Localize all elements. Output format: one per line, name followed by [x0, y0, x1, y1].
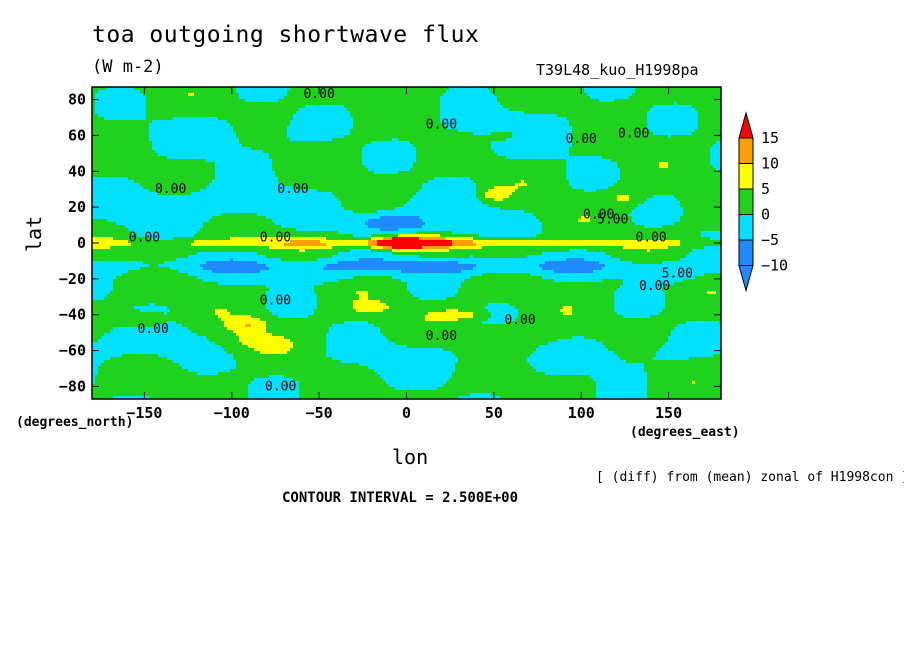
colorbar-label: −5 [761, 231, 779, 249]
run-label: T39L48_kuo_H1998pa [536, 61, 699, 79]
contour-label: 0.00 [426, 329, 457, 344]
colorbar-segment [738, 265, 754, 293]
y-units-label: (degrees_north) [16, 415, 133, 430]
y-tick-label: 40 [68, 162, 86, 180]
y-tick-label: −40 [59, 306, 86, 324]
x-axis: −150 −100 −50 0 50 100 150 [126, 87, 682, 422]
contour-label: 0.00 [639, 279, 670, 294]
colorbar-segment [738, 239, 754, 266]
chart-units: (W m-2) [92, 57, 164, 77]
contour-labels: 0.000.000.000.000.00 0.000.005.000.00 0.00… [129, 87, 693, 394]
contour-label: 0.00 [277, 182, 308, 197]
colorbar-label: 0 [761, 206, 770, 224]
x-tick-label: 0 [402, 404, 411, 422]
contour-interval: CONTOUR INTERVAL = 2.500E+00 [282, 490, 518, 506]
contour-label: 0.00 [265, 379, 296, 394]
contour-field [92, 87, 721, 399]
contour-label: 0.00 [504, 313, 535, 328]
colorbar-segment [738, 214, 754, 241]
contour-label: 5.00 [662, 266, 693, 281]
contour-label: 0.00 [260, 293, 291, 308]
y-tick-label: 0 [77, 234, 86, 252]
colorbar-segment [738, 137, 754, 164]
x-tick-label: 100 [568, 404, 595, 422]
x-axis-label: lon [392, 445, 428, 469]
contour-label: 0.00 [635, 231, 666, 246]
y-axis: −80 −60 −40 −20 0 20 40 60 80 [59, 91, 721, 395]
y-tick-label: 60 [68, 126, 86, 144]
chart-title: toa outgoing shortwave flux [92, 22, 479, 48]
colorbar-label: 5 [761, 180, 770, 198]
contour-label: 0.00 [618, 127, 649, 142]
colorbar-label: 15 [761, 129, 779, 147]
y-tick-label: −60 [59, 342, 86, 360]
y-axis-label: lat [22, 216, 46, 252]
contour-label: 0.00 [129, 231, 160, 246]
colorbar-segment [738, 163, 754, 190]
contour-label: 0.00 [303, 87, 334, 102]
x-tick-label: 50 [485, 404, 503, 422]
x-tick-label: 150 [655, 404, 682, 422]
contour-label: 0.00 [137, 322, 168, 337]
colorbar-segment [738, 188, 754, 215]
contour-label: 0.00 [426, 118, 457, 133]
diff-note: [ (diff) from (mean) zonal of H1998con ] [596, 470, 904, 485]
x-tick-label: −100 [214, 404, 250, 422]
contour-label: 0.00 [583, 207, 614, 222]
y-tick-label: −20 [59, 270, 86, 288]
y-tick-label: −80 [59, 377, 86, 395]
colorbar-label: 10 [761, 155, 779, 173]
contour-label: 0.00 [260, 231, 291, 246]
colorbar-segment [738, 111, 754, 139]
contour-label: 0.00 [155, 182, 186, 197]
x-tick-label: −150 [126, 404, 162, 422]
colorbar: 15 10 5 0 −5 −10 [738, 111, 788, 293]
contour-label: 5.00 [597, 213, 628, 228]
x-tick-label: −50 [306, 404, 333, 422]
contour-label: 0.00 [566, 132, 597, 147]
x-units-label: (degrees_east) [630, 425, 740, 440]
y-tick-label: 80 [68, 91, 86, 109]
y-tick-label: 20 [68, 198, 86, 216]
colorbar-label: −10 [761, 257, 788, 275]
